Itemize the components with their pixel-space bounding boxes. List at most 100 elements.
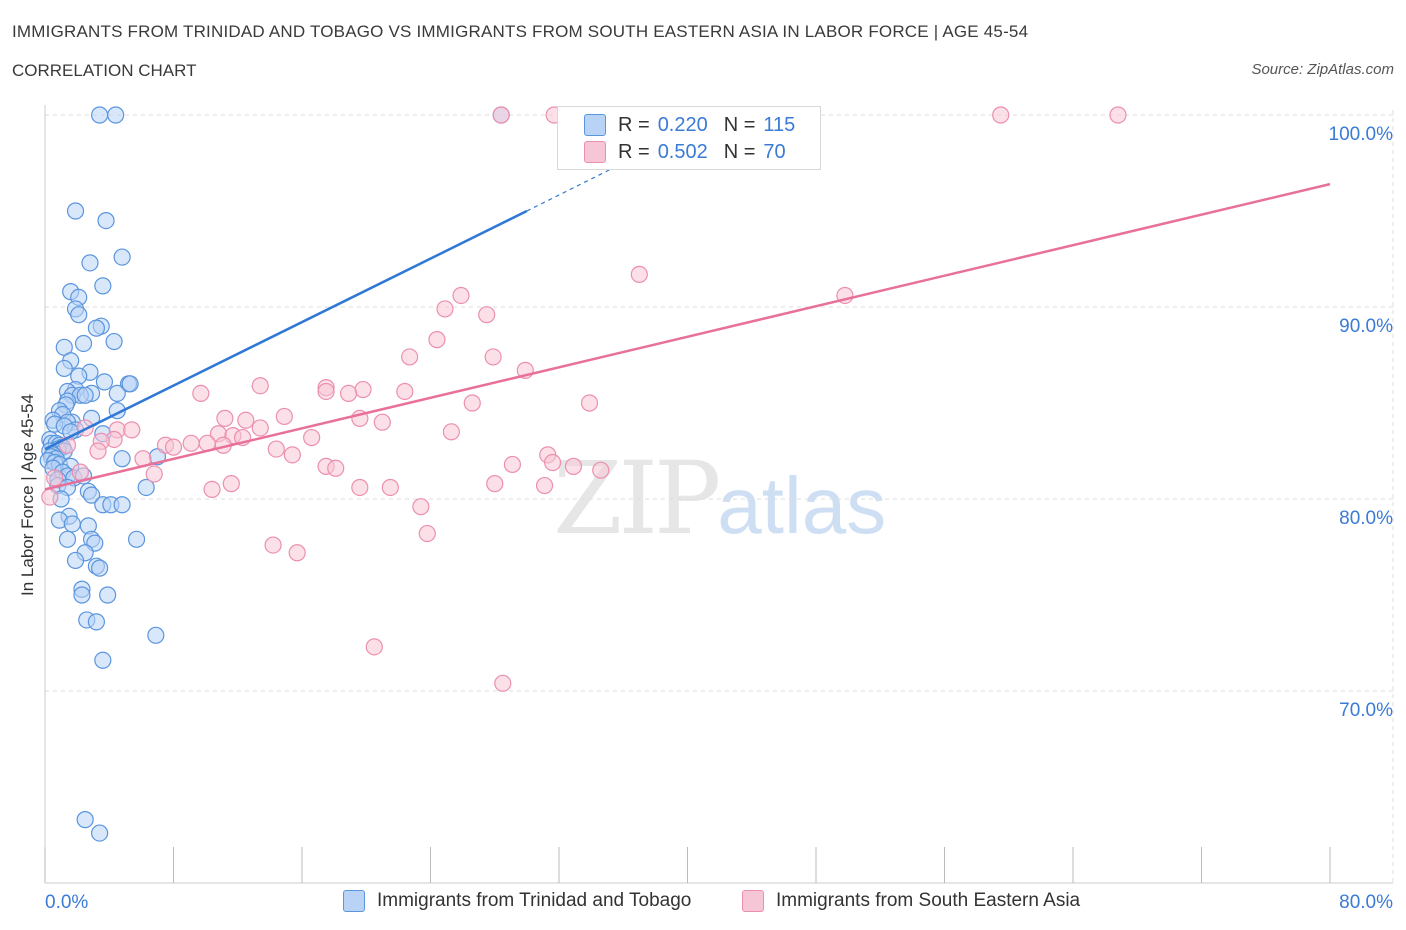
trinidad-point [76,386,94,404]
sea-point [264,536,282,554]
trinidad-point [58,530,77,548]
trinidad-point [63,515,81,533]
sea-point [71,463,89,481]
sea-point [1109,106,1127,124]
sea-point [592,461,610,479]
trinidad-point [94,651,112,669]
trinidad-point [66,551,85,570]
sea-point [222,475,240,493]
chart-subtitle: CORRELATION CHART [12,61,197,80]
sea-point [182,434,200,452]
trend-lines [44,162,1331,491]
sea-point [452,286,470,305]
trinidad-point [113,248,131,266]
y-tick-label: 80.0% [1339,508,1393,529]
source-label: Source: ZipAtlas.com [1251,61,1394,78]
legend-r-value: 0.502 [657,140,708,163]
sea-point [486,475,504,493]
sea-point [478,306,496,324]
sea-point [494,674,512,692]
sea-point [630,265,648,283]
sea-point [237,411,255,429]
legend-swatch-pink [742,890,764,912]
y-tick-label: 90.0% [1339,316,1393,337]
trinidad-point [107,106,125,124]
stats-legend: R = 0.220 N = 115 R = 0.502 N = 70 [557,106,821,170]
sea-point [992,106,1010,124]
sea-point [484,348,502,366]
chart-title: IMMIGRANTS FROM TRINIDAD AND TOBAGO VS I… [12,22,1029,41]
sea-point [251,377,269,395]
trinidad-point [113,450,131,468]
trinidad-point [55,359,73,378]
trinidad-point [87,319,106,337]
trinidad-point [113,496,131,514]
legend-swatch-blue [584,114,606,136]
series-sea-points [41,106,1127,692]
sea-point [492,106,510,124]
trinidad-point [137,478,155,497]
trinidad-point [108,384,126,402]
sea-point [412,498,430,516]
sea-point [46,469,64,487]
sea-point [164,438,183,456]
sea-point [192,384,210,402]
legend-item-label: Immigrants from Trinidad and Tobago [377,890,692,911]
sea-point [463,394,481,412]
sea-point [535,476,554,495]
sea-point [145,465,163,483]
sea-point [543,453,562,472]
sea-point [283,446,301,464]
sea-point [436,300,454,318]
axes [44,105,1393,884]
trinidad-point [127,530,146,548]
sea-point [401,348,419,366]
series-legend: Immigrants from Trinidad and Tobago Immi… [0,890,1406,914]
sea-point [123,421,141,439]
legend-n-value: 70 [763,140,786,163]
trinidad-trend-line [44,209,528,451]
legend-n-label: N = [723,113,756,136]
trinidad-point [73,586,91,604]
sea-point [365,638,383,656]
trinidad-point [81,254,99,272]
x-tick-label-min: 0.0% [45,892,88,913]
legend-n-value: 115 [763,113,796,136]
legend-n-label: N = [723,140,756,163]
legend-swatch-pink [584,141,606,163]
legend-row-trinidad: R = 0.220 N = 115 [584,113,795,137]
trinidad-point [74,334,93,353]
sea-point [418,524,436,543]
sea-point [203,480,221,498]
trinidad-point [95,373,114,391]
sea-point [317,382,335,401]
sea-point [216,409,234,427]
trinidad-point [70,306,88,324]
sea-point [428,331,446,349]
trinidad-point [121,375,139,393]
trinidad-point [76,811,94,829]
trinidad-point [97,212,115,230]
trinidad-point [147,626,165,644]
trinidad-point [87,613,106,631]
trinidad-point [91,106,109,124]
trinidad-point [66,202,85,220]
sea-point [267,440,285,458]
trinidad-point [82,486,101,504]
sea-point [339,384,358,402]
sea-point [327,459,345,477]
legend-item-label: Immigrants from South Eastern Asia [776,890,1081,911]
trinidad-point [91,824,109,842]
sea-point [373,413,391,431]
x-tick-label-max: 80.0% [1339,892,1393,913]
sea-point [41,488,59,506]
legend-item-trinidad[interactable]: Immigrants from Trinidad and Tobago [343,890,691,912]
tick-labels: 70.0% 80.0% 90.0% 100.0% 0.0% 80.0% [45,124,1393,913]
sea-point [580,394,599,412]
trinidad-trend-extension [526,162,624,212]
legend-item-sea[interactable]: Immigrants from South Eastern Asia [742,890,1080,912]
sea-point [288,544,306,562]
legend-swatch-blue [343,890,365,912]
sea-point [396,382,414,401]
